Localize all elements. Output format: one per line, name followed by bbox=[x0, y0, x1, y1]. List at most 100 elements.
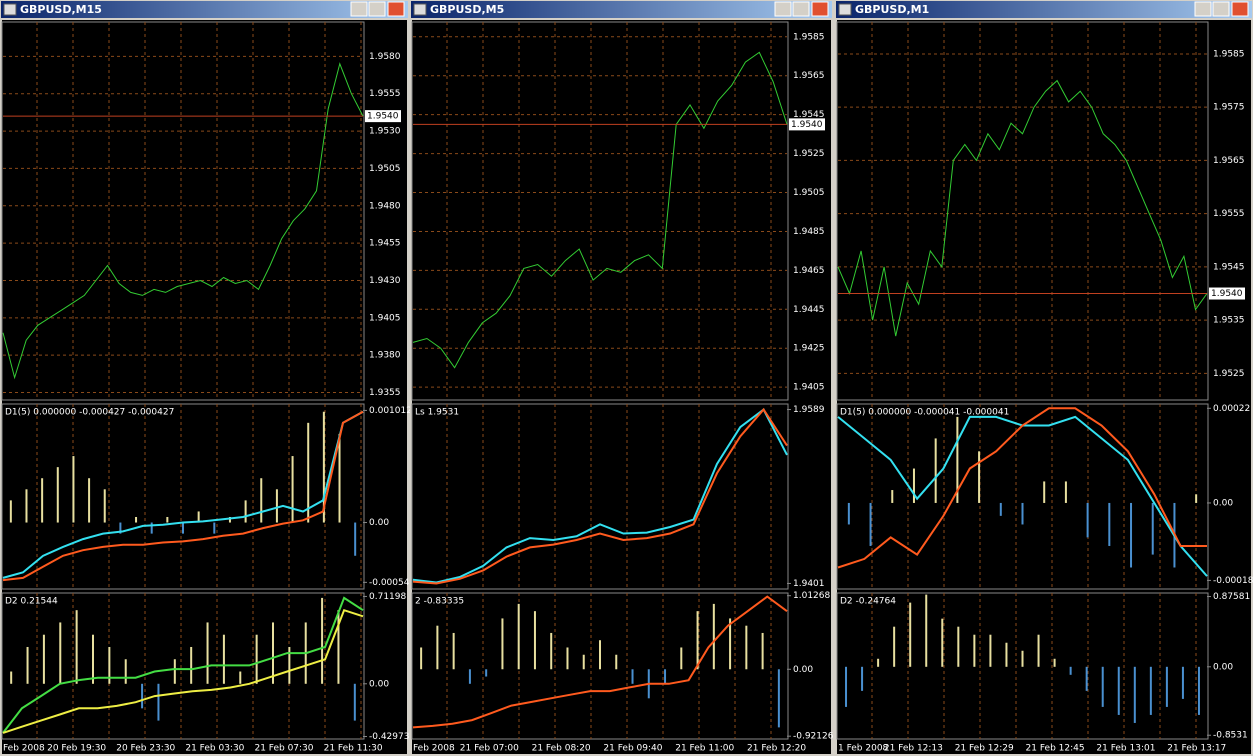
histogram-bar bbox=[501, 618, 504, 670]
histogram-bar bbox=[664, 669, 667, 684]
price-tick-label: 1.9445 bbox=[793, 305, 825, 315]
close-button[interactable] bbox=[387, 1, 405, 17]
histogram-bar bbox=[1149, 666, 1152, 715]
time-label: 1 Feb 2008 bbox=[838, 744, 889, 754]
indicator-tick-label: 0.00 bbox=[793, 665, 813, 675]
window-title: GBPUSD,M1 bbox=[855, 3, 929, 16]
histogram-bar bbox=[1021, 502, 1024, 525]
time-label: 21 Feb 13:01 bbox=[1096, 744, 1155, 754]
histogram-bar bbox=[941, 618, 944, 667]
indicator-tick-label: -0.8531 bbox=[1213, 731, 1248, 741]
minimize-button[interactable] bbox=[350, 1, 368, 17]
maximize-button[interactable] bbox=[792, 1, 810, 17]
histogram-bar bbox=[777, 669, 780, 728]
minimize-button[interactable] bbox=[1194, 1, 1212, 17]
histogram-bar bbox=[861, 666, 864, 691]
histogram-bar bbox=[244, 500, 247, 523]
histogram-bar bbox=[712, 603, 715, 670]
indicator-label: D2 0.21544 bbox=[5, 597, 58, 607]
histogram-bar bbox=[956, 416, 959, 503]
indicator-line bbox=[412, 407, 788, 585]
histogram-bar bbox=[1117, 666, 1120, 715]
price-tick-label: 1.9565 bbox=[1213, 156, 1245, 166]
current-price-label: 1.9540 bbox=[791, 120, 823, 130]
histogram-bar bbox=[1043, 481, 1046, 503]
histogram-bar bbox=[338, 433, 341, 523]
time-label: 21 Feb 11:00 bbox=[675, 744, 734, 754]
indicator-tick-label: 1.9401 bbox=[793, 579, 825, 589]
histogram-bar bbox=[1085, 666, 1088, 691]
indicator-tick-label: 1.9589 bbox=[793, 405, 825, 415]
histogram-bar bbox=[10, 671, 13, 684]
indicator-line bbox=[2, 608, 364, 734]
indicator-tick-label: -0.00054 bbox=[369, 578, 410, 588]
price-tick-label: 1.9545 bbox=[1213, 262, 1245, 272]
current-price-label: 1.9540 bbox=[1211, 289, 1243, 299]
histogram-bar bbox=[72, 456, 75, 523]
price-tick-label: 1.9585 bbox=[1213, 49, 1245, 59]
histogram-bar bbox=[729, 618, 732, 670]
histogram-bar bbox=[847, 502, 850, 525]
histogram-bar bbox=[1181, 666, 1184, 699]
price-tick-label: 1.9405 bbox=[793, 383, 825, 393]
histogram-bar bbox=[696, 611, 699, 670]
histogram-bar bbox=[59, 622, 62, 684]
histogram-bar bbox=[307, 422, 310, 523]
histogram-bar bbox=[56, 467, 59, 523]
time-label: 20 Feb 19:30 bbox=[47, 744, 106, 754]
price-tick-label: 1.9580 bbox=[369, 52, 401, 62]
price-tick-label: 1.9530 bbox=[369, 127, 401, 137]
histogram-bar bbox=[157, 683, 160, 721]
histogram-bar bbox=[92, 634, 94, 684]
histogram-bar bbox=[1086, 502, 1089, 538]
histogram-bar bbox=[582, 654, 585, 670]
indicator-line bbox=[2, 596, 364, 734]
price-tick-label: 1.9535 bbox=[1213, 316, 1245, 326]
histogram-bar bbox=[1165, 666, 1168, 707]
histogram-bar bbox=[141, 683, 144, 709]
chart-area bbox=[837, 20, 1251, 754]
price-tick-label: 1.9425 bbox=[793, 344, 825, 354]
indicator-line bbox=[412, 407, 788, 584]
histogram-bar bbox=[925, 594, 928, 667]
close-button[interactable] bbox=[811, 1, 829, 17]
maximize-button[interactable] bbox=[368, 1, 386, 17]
histogram-bar bbox=[566, 647, 569, 670]
histogram-bar bbox=[1053, 658, 1056, 667]
histogram-bar bbox=[88, 478, 91, 523]
indicator-line bbox=[2, 410, 364, 582]
histogram-bar bbox=[321, 597, 324, 684]
price-tick-label: 1.9505 bbox=[369, 164, 401, 174]
price-tick-label: 1.9525 bbox=[1213, 369, 1245, 379]
histogram-bar bbox=[999, 502, 1002, 516]
close-button[interactable] bbox=[1231, 1, 1249, 17]
histogram-bar bbox=[275, 489, 278, 523]
histogram-bar bbox=[1037, 634, 1040, 667]
histogram-bar bbox=[119, 522, 122, 534]
histogram-bar bbox=[353, 683, 356, 721]
window-title: GBPUSD,M5 bbox=[430, 3, 504, 16]
histogram-bar bbox=[452, 632, 455, 670]
time-label: 21 Feb 07:30 bbox=[254, 744, 313, 754]
histogram-bar bbox=[173, 659, 176, 684]
title-bar bbox=[836, 1, 1252, 18]
window-icon bbox=[3, 3, 17, 16]
histogram-bar bbox=[182, 522, 184, 534]
minimize-button[interactable] bbox=[774, 1, 792, 17]
histogram-bar bbox=[108, 646, 111, 684]
panel-border bbox=[836, 403, 1209, 590]
indicator-tick-label: 0.00 bbox=[1213, 662, 1233, 672]
price-tick-label: 1.9380 bbox=[369, 351, 401, 361]
time-label: 20 Feb 23:30 bbox=[116, 744, 175, 754]
price-tick-label: 1.9455 bbox=[369, 239, 401, 249]
time-label: 21 Feb 09:40 bbox=[603, 744, 662, 754]
histogram-bar bbox=[550, 632, 553, 670]
histogram-bar bbox=[1108, 502, 1111, 546]
indicator-tick-label: 0.87581 bbox=[1213, 592, 1250, 602]
histogram-bar bbox=[291, 456, 294, 523]
histogram-bar bbox=[1101, 666, 1104, 707]
maximize-button[interactable] bbox=[1212, 1, 1230, 17]
indicator-tick-label: 1.01268 bbox=[793, 591, 830, 601]
